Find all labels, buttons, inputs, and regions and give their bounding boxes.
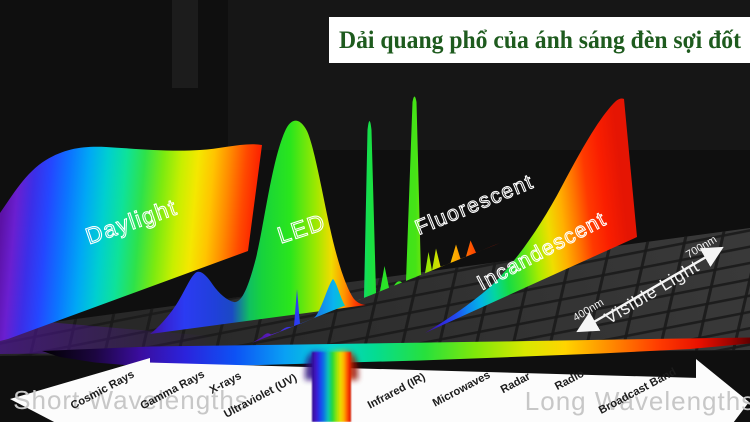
left-arrowhead xyxy=(10,358,150,422)
background-band xyxy=(172,0,198,88)
long-wavelengths-watermark: Long Wavelengths xyxy=(525,386,750,416)
incandescent-spectrum xyxy=(425,98,637,334)
em-spectrum-strip xyxy=(42,337,750,367)
wavelength-arrow-banner: Short Wavelengths Long Wavelengths Cosmi… xyxy=(10,358,750,422)
short-wavelengths-watermark: Short Wavelengths xyxy=(13,385,249,415)
led-spectrum xyxy=(150,120,366,334)
visible-band-stripe xyxy=(312,352,351,422)
right-arrowhead xyxy=(696,359,749,422)
title-banner: Dải quang phổ của ánh sáng đèn sợi đốt xyxy=(329,17,750,63)
floor-purple-glow xyxy=(0,318,210,354)
page-title: Dải quang phổ của ánh sáng đèn sợi đốt xyxy=(339,27,742,54)
visible-band-column xyxy=(305,351,358,422)
daylight-spectrum xyxy=(0,144,262,341)
visible-light-arrow xyxy=(576,246,724,333)
title-background xyxy=(329,17,750,63)
banner-body xyxy=(148,362,700,422)
